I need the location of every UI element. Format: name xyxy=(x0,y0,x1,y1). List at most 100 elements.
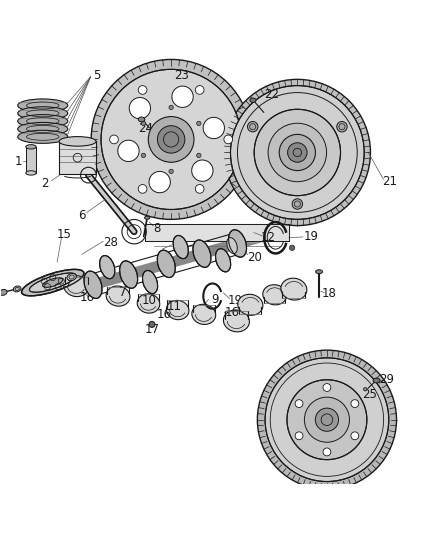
Circle shape xyxy=(224,135,233,144)
Ellipse shape xyxy=(21,269,84,296)
Ellipse shape xyxy=(203,117,224,139)
Circle shape xyxy=(224,79,371,225)
Text: 6: 6 xyxy=(78,208,86,222)
Ellipse shape xyxy=(42,278,63,287)
Circle shape xyxy=(323,448,331,456)
Ellipse shape xyxy=(149,172,170,193)
Text: 16: 16 xyxy=(225,306,240,319)
Text: 7: 7 xyxy=(119,286,126,299)
Ellipse shape xyxy=(250,98,256,102)
Circle shape xyxy=(247,122,258,132)
Circle shape xyxy=(157,126,185,153)
Text: 12: 12 xyxy=(261,231,276,244)
Circle shape xyxy=(351,432,359,440)
Bar xyxy=(26,147,36,173)
Ellipse shape xyxy=(192,160,213,181)
Ellipse shape xyxy=(101,69,241,209)
Circle shape xyxy=(197,153,201,158)
Bar xyxy=(59,141,96,174)
Circle shape xyxy=(295,400,303,408)
Ellipse shape xyxy=(100,255,115,279)
Circle shape xyxy=(364,387,367,391)
Circle shape xyxy=(292,199,303,209)
Circle shape xyxy=(290,245,295,251)
Text: 25: 25 xyxy=(362,389,377,401)
Circle shape xyxy=(279,134,315,171)
Text: 8: 8 xyxy=(153,222,161,235)
Text: 7: 7 xyxy=(172,239,179,253)
Circle shape xyxy=(287,379,367,459)
Text: 27: 27 xyxy=(306,433,321,446)
Circle shape xyxy=(138,86,147,94)
Circle shape xyxy=(230,86,364,219)
Text: 24: 24 xyxy=(138,122,153,135)
Ellipse shape xyxy=(120,261,138,288)
Text: 20: 20 xyxy=(247,251,262,264)
Text: 15: 15 xyxy=(57,228,72,241)
Ellipse shape xyxy=(166,301,189,320)
Circle shape xyxy=(195,86,204,94)
Text: 16: 16 xyxy=(156,308,171,321)
Ellipse shape xyxy=(29,273,76,292)
Text: 16: 16 xyxy=(79,292,94,304)
Circle shape xyxy=(295,432,303,440)
Ellipse shape xyxy=(26,144,36,149)
Circle shape xyxy=(337,122,347,132)
Text: 23: 23 xyxy=(175,69,190,82)
Ellipse shape xyxy=(137,294,160,313)
Ellipse shape xyxy=(18,130,68,143)
Ellipse shape xyxy=(67,273,76,281)
Circle shape xyxy=(197,121,201,126)
Ellipse shape xyxy=(223,310,249,332)
Circle shape xyxy=(169,105,173,110)
Ellipse shape xyxy=(26,171,36,175)
Ellipse shape xyxy=(106,286,130,306)
Ellipse shape xyxy=(18,107,68,120)
Ellipse shape xyxy=(192,304,215,325)
Circle shape xyxy=(148,117,194,162)
Ellipse shape xyxy=(173,236,188,259)
Circle shape xyxy=(265,358,389,481)
Text: 19: 19 xyxy=(304,230,319,244)
Ellipse shape xyxy=(263,285,286,305)
Circle shape xyxy=(141,153,145,158)
Ellipse shape xyxy=(193,240,211,268)
Circle shape xyxy=(254,109,340,196)
Ellipse shape xyxy=(18,99,68,112)
Ellipse shape xyxy=(13,286,21,292)
Circle shape xyxy=(138,184,147,193)
Text: 9: 9 xyxy=(62,277,70,289)
Text: 9: 9 xyxy=(211,293,219,306)
Ellipse shape xyxy=(157,250,175,278)
Ellipse shape xyxy=(0,289,7,295)
Ellipse shape xyxy=(129,98,151,119)
Circle shape xyxy=(315,408,339,431)
Ellipse shape xyxy=(373,378,380,383)
Text: 5: 5 xyxy=(93,69,101,82)
Circle shape xyxy=(323,384,331,391)
Ellipse shape xyxy=(118,140,139,161)
Circle shape xyxy=(258,350,396,489)
Text: 11: 11 xyxy=(166,300,181,313)
Circle shape xyxy=(304,397,350,442)
Text: 17: 17 xyxy=(145,323,159,336)
Ellipse shape xyxy=(145,216,150,219)
Ellipse shape xyxy=(316,270,322,273)
Ellipse shape xyxy=(18,115,68,128)
Ellipse shape xyxy=(18,123,68,135)
Ellipse shape xyxy=(172,86,193,108)
Ellipse shape xyxy=(84,271,102,298)
Text: 19: 19 xyxy=(228,294,243,306)
Ellipse shape xyxy=(64,276,89,296)
Circle shape xyxy=(141,121,145,126)
Polygon shape xyxy=(145,224,289,241)
Circle shape xyxy=(169,169,173,174)
Circle shape xyxy=(195,184,204,193)
Ellipse shape xyxy=(215,249,231,272)
Ellipse shape xyxy=(281,278,307,300)
Circle shape xyxy=(149,321,155,327)
Circle shape xyxy=(288,143,307,162)
Circle shape xyxy=(268,123,327,182)
Text: 1: 1 xyxy=(14,155,21,168)
Ellipse shape xyxy=(59,136,96,146)
